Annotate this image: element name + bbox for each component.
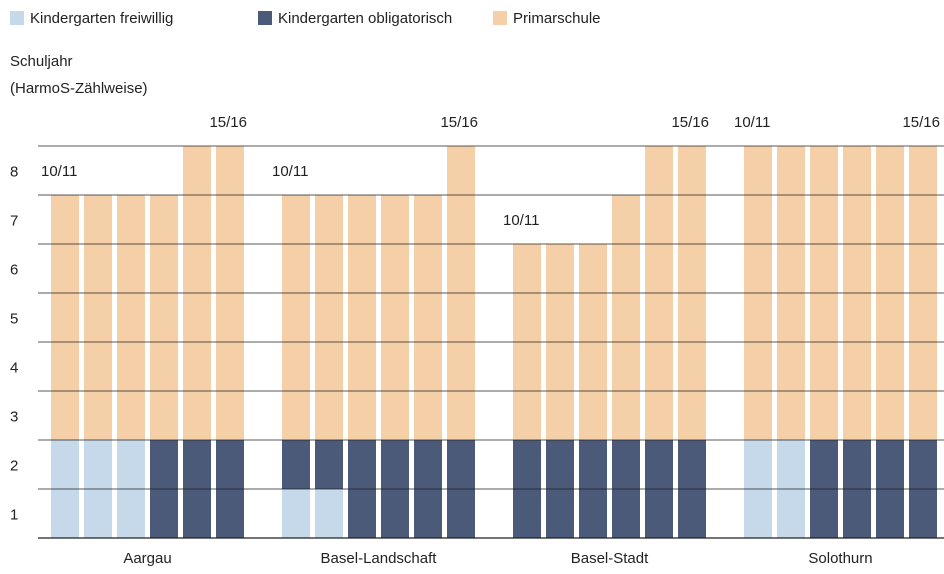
bar-segment [381,195,409,440]
bar-segment [150,195,178,440]
legend-swatch [10,11,24,25]
y-tick-label: 2 [10,457,18,474]
y-tick-label: 4 [10,359,18,376]
bar-segment [51,195,79,440]
bar-label: 15/16 [902,114,940,131]
bar-segment [282,195,310,440]
y-tick-label: 5 [10,310,18,327]
bar-segment [315,440,343,489]
x-tick-label: Aargau [123,550,171,567]
legend-label: Kindergarten freiwillig [30,10,173,27]
x-tick-label: Basel-Landschaft [321,550,438,567]
x-tick-label: Solothurn [808,550,872,567]
bar-segment [117,195,145,440]
bar-segment [315,489,343,538]
y-tick-label: 8 [10,163,18,180]
legend-swatch [258,11,272,25]
bar-label: 15/16 [440,114,478,131]
y-axis-label: Schuljahr [10,53,73,70]
bar-label: 10/11 [734,114,770,131]
bar-segment [282,489,310,538]
bar-segment [84,195,112,440]
bar-label: 15/16 [671,114,709,131]
bar-label: 15/16 [209,114,247,131]
legend-swatch [493,11,507,25]
bar-label: 10/11 [272,163,308,180]
bar-segment [315,195,343,440]
bar-segment [414,195,442,440]
bar-label: 10/11 [503,212,539,229]
bar-label: 10/11 [41,163,77,180]
y-tick-label: 6 [10,261,18,278]
bar-segment [282,440,310,489]
y-tick-label: 3 [10,408,18,425]
bar-segment [612,195,640,440]
x-tick-label: Basel-Stadt [571,550,649,567]
y-tick-label: 1 [10,506,18,523]
bar-segment [348,195,376,440]
y-tick-label: 7 [10,212,18,229]
legend-label: Kindergarten obligatorisch [278,10,452,27]
legend-label: Primarschule [513,10,601,27]
y-axis-label: (HarmoS-Zählweise) [10,80,148,97]
